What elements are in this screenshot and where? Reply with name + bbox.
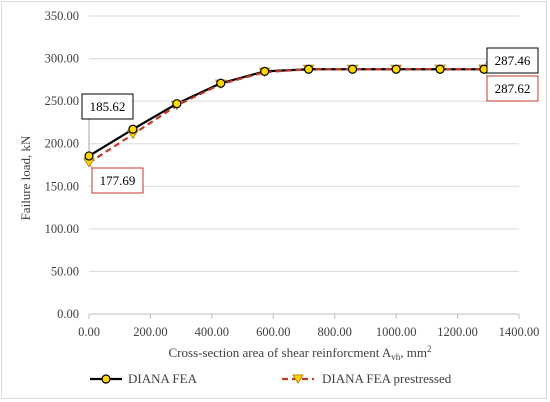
axes <box>88 313 520 319</box>
y-tick-label: 50.00 <box>51 264 79 278</box>
series-layer <box>83 64 490 168</box>
callout-box <box>81 93 134 120</box>
gridlines <box>89 15 519 272</box>
legend-item-diana-fea-prestressed: DIANA FEA prestressed <box>282 371 452 386</box>
series-0-point <box>172 99 182 109</box>
x-axis-title-main: Cross-section area of shear reinforcment… <box>169 345 392 360</box>
y-tick-label: 100.00 <box>45 222 79 236</box>
legend: DIANA FEA DIANA FEA prestressed <box>90 371 452 386</box>
callout-label: 185.62 <box>90 99 126 114</box>
x-tick-labels: 0.00 200.00 400.00 600.00 800.00 1000.00 1200.… <box>78 325 539 339</box>
y-tick-label: 300.00 <box>45 52 79 66</box>
y-tick-label: 250.00 <box>45 94 79 108</box>
x-axis-title: Cross-section area of shear reinforcment… <box>169 344 432 362</box>
callout-label: 287.62 <box>495 81 531 96</box>
x-tick-label: 1400.00 <box>499 325 540 339</box>
series-0-point <box>304 64 314 74</box>
callout-label: 287.46 <box>495 53 531 68</box>
series-line-0 <box>88 68 484 157</box>
x-tick-label: 1000.00 <box>376 325 417 339</box>
x-tick-label: 0.00 <box>78 325 100 339</box>
x-tick-label: 800.00 <box>318 325 352 339</box>
callout-box <box>486 75 539 102</box>
x-tick-label: 1200.00 <box>437 325 478 339</box>
series-line-1 <box>88 68 484 164</box>
x-axis-title-unit: , mm <box>400 345 427 360</box>
legend-label-diana-fea: DIANA FEA <box>128 371 198 386</box>
series-0-point <box>216 78 226 88</box>
callout-leaders <box>88 60 488 169</box>
series-0-point <box>128 124 138 134</box>
y-tick-label: 350.00 <box>45 9 79 23</box>
callout-label: 177.69 <box>100 173 136 188</box>
legend-item-diana-fea: DIANA FEA <box>90 371 198 386</box>
series-0-point <box>391 64 401 74</box>
y-tick-label: 0.00 <box>57 307 79 321</box>
callout-box <box>486 47 539 74</box>
series-0-point <box>260 66 270 76</box>
y-tick-label: 200.00 <box>45 137 79 151</box>
x-tick-label: 200.00 <box>133 325 167 339</box>
callouts: 185.62 177.69 287.46 287.62 <box>81 47 539 194</box>
series-0-point <box>84 151 94 161</box>
y-tick-label: 150.00 <box>45 179 79 193</box>
x-axis-title-subscript: vh <box>391 352 401 362</box>
y-axis-title: Failure load, kN <box>18 135 33 220</box>
x-axis-title-superscript: 2 <box>427 344 432 354</box>
legend-label-diana-fea-prestressed: DIANA FEA prestressed <box>322 371 452 386</box>
series-0-point <box>435 64 445 74</box>
y-tick-labels: 0.00 50.00 100.00 150.00 200.00 250.00 300.00 3… <box>45 9 79 321</box>
legend-swatch-marker <box>292 374 304 384</box>
legend-swatch-marker <box>101 374 111 384</box>
callout-box <box>91 167 144 194</box>
x-tick-label: 600.00 <box>256 325 290 339</box>
series-0-point <box>347 64 358 74</box>
x-tick-label: 400.00 <box>195 325 229 339</box>
